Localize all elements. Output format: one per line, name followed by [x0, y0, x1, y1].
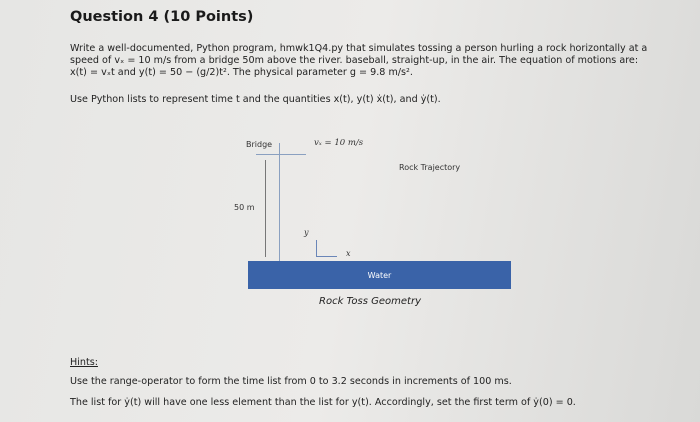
- diagram-caption: Rock Toss Geometry: [319, 296, 421, 307]
- bridge-label: Bridge: [246, 140, 273, 149]
- question-text-line-3: x(t) = vₓt and y(t) = 50 − (g/2)t². The …: [70, 67, 413, 78]
- question-title: Question 4 (10 Points): [70, 9, 254, 25]
- y-axis-arrow: [316, 240, 317, 256]
- question-text-line-2: speed of vₓ = 10 m/s from a bridge 50m a…: [70, 55, 639, 66]
- water-area: Water: [248, 261, 511, 289]
- hints-heading: Hints:: [70, 357, 98, 368]
- question-text-line-4: Use Python lists to represent time t and…: [70, 94, 441, 105]
- hint-line-2: The list for ẏ(t) will have one less ele…: [70, 397, 576, 408]
- x-axis-label: x: [346, 249, 351, 258]
- hint-line-1: Use the range-operator to form the time …: [70, 376, 512, 387]
- height-arrow: [265, 160, 266, 257]
- trajectory-label: Rock Trajectory: [399, 163, 461, 172]
- x-axis-arrow: [316, 256, 337, 257]
- question-text-line-1: Write a well-documented, Python program,…: [70, 43, 648, 54]
- y-axis-label: y: [304, 228, 309, 237]
- height-label: 50 m: [234, 203, 255, 212]
- bridge-deck: [256, 154, 306, 155]
- water-label: Water: [367, 270, 392, 280]
- velocity-label: vₓ = 10 m/s: [314, 138, 364, 148]
- bridge-pillar: [279, 143, 280, 261]
